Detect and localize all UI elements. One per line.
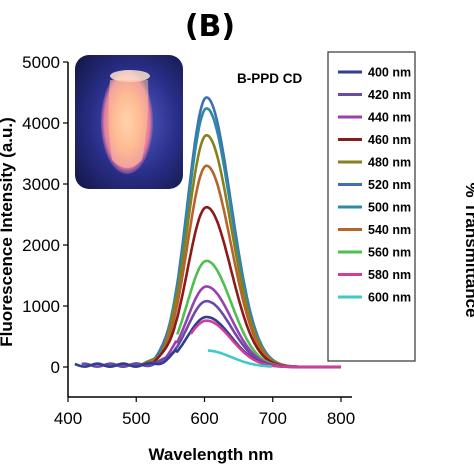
legend-label: 560 nm xyxy=(368,246,411,260)
y-ticks: 0 1000 2000 3000 4000 5000 xyxy=(22,53,68,377)
y-tick-label: 4000 xyxy=(22,114,60,133)
legend-label: 600 nm xyxy=(368,291,411,305)
legend-label: 400 nm xyxy=(368,66,411,80)
x-tick-label: 400 xyxy=(54,409,82,428)
legend-label: 520 nm xyxy=(368,178,411,192)
inset-photo-vial-rim xyxy=(110,70,150,82)
legend-label: 460 nm xyxy=(368,133,411,147)
y-tick-label: 1000 xyxy=(22,297,60,316)
right-axis-title-fragment: % Transmittance xyxy=(462,182,474,317)
legend-label: 540 nm xyxy=(368,223,411,237)
legend-label: 500 nm xyxy=(368,201,411,215)
x-tick-label: 500 xyxy=(122,409,150,428)
x-axis-title: Wavelength nm xyxy=(149,445,274,464)
sample-annotation: B-PPD CD xyxy=(237,71,303,86)
series-line-600-nm xyxy=(207,349,273,368)
legend-items: 400 nm 420 nm 440 nm 460 nm 480 nm 520 nm 500 … xyxy=(338,66,411,305)
series-line-420-nm xyxy=(81,299,341,369)
legend-label: 480 nm xyxy=(368,156,411,170)
series-layer xyxy=(74,96,341,369)
y-axis-title: Fluorescence Intensity (a.u.) xyxy=(0,117,16,347)
y-tick-label: 3000 xyxy=(22,175,60,194)
legend: 400 nm 420 nm 440 nm 460 nm 480 nm 520 nm 500 … xyxy=(327,51,416,362)
inset-photo xyxy=(75,55,183,189)
inset-photo-vial-body xyxy=(108,80,149,168)
x-tick-label: 800 xyxy=(327,409,355,428)
y-tick-label: 0 xyxy=(51,358,60,377)
y-tick-label: 5000 xyxy=(22,53,60,72)
x-ticks: 400 500 600 700 800 xyxy=(54,397,355,428)
series-line-400-nm xyxy=(74,315,341,369)
y-tick-label: 2000 xyxy=(22,236,60,255)
x-tick-label: 600 xyxy=(190,409,218,428)
legend-label: 580 nm xyxy=(368,268,411,282)
legend-label: 420 nm xyxy=(368,88,411,102)
legend-label: 440 nm xyxy=(368,111,411,125)
panel-label: (B) xyxy=(185,9,235,44)
series-line-580-nm xyxy=(189,319,341,369)
axes xyxy=(67,62,352,398)
x-tick-label: 700 xyxy=(259,409,287,428)
